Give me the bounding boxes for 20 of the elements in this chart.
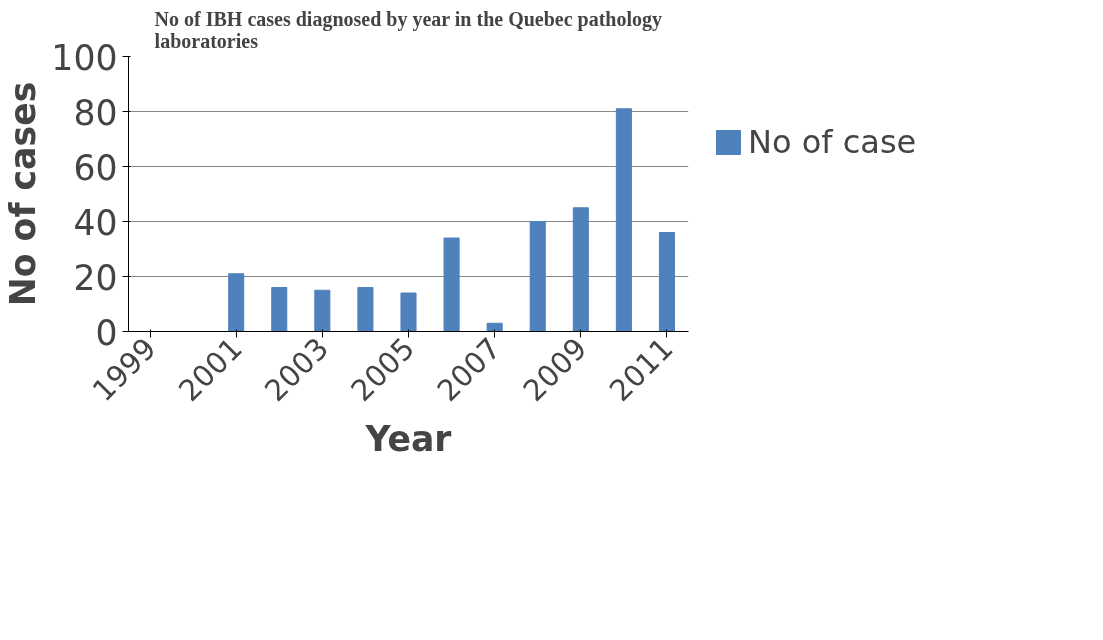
bar: [529, 221, 546, 332]
x-axis-title: Year: [364, 418, 452, 459]
legend-label: No of case: [748, 123, 917, 162]
y-tick-label: 100: [51, 37, 118, 78]
y-tick-label: 40: [73, 202, 118, 243]
y-tick-label: 80: [73, 92, 118, 133]
bar: [615, 108, 632, 332]
y-axis-title: No of cases: [3, 81, 44, 307]
bar: [658, 232, 675, 332]
bar: [357, 287, 374, 332]
chart-title: No of IBH cases diagnosed by year in the Quebec pathology laboratories: [154, 7, 663, 52]
y-tick-label: 20: [73, 257, 118, 298]
bar: [271, 287, 288, 332]
bar: [228, 273, 245, 332]
bar: [572, 207, 589, 332]
bar: [443, 237, 460, 332]
y-tick-label: 60: [73, 147, 118, 188]
bar: [400, 292, 417, 332]
bar: [314, 289, 331, 332]
bar: [486, 322, 503, 332]
